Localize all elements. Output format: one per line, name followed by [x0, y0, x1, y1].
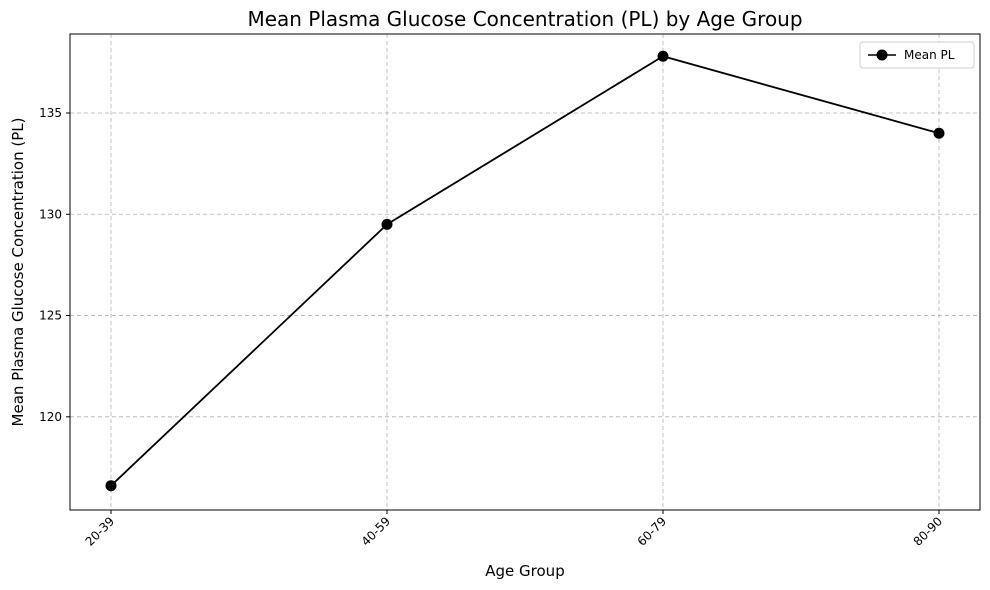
y-tick-label: 125 [39, 309, 62, 323]
data-point [657, 50, 669, 62]
x-axis-ticks: 20-39 40-59 60-79 80-90 [83, 510, 946, 549]
x-axis-label: Age Group [485, 562, 564, 580]
legend-entry-mean-pl: Mean PL [904, 48, 955, 62]
series-layer [105, 50, 945, 492]
data-point [381, 218, 393, 230]
y-axis-label: Mean Plasma Glucose Concentration (PL) [9, 118, 27, 427]
y-axis-ticks: 120 125 130 135 [39, 106, 70, 424]
chart-title: Mean Plasma Glucose Concentration (PL) b… [247, 7, 802, 31]
x-tick-label: 20-39 [83, 514, 118, 549]
y-tick-label: 130 [39, 207, 62, 221]
x-tick-label: 60-79 [635, 514, 670, 549]
grid [70, 34, 980, 510]
x-tick-label: 80-90 [911, 514, 946, 549]
y-tick-label: 135 [39, 106, 62, 120]
data-point [105, 480, 117, 492]
x-tick-label: 40-59 [359, 514, 394, 549]
series-line [110, 55, 940, 487]
y-tick-label: 120 [39, 410, 62, 424]
legend-box [859, 41, 975, 69]
legend: Mean PL [859, 41, 975, 69]
legend-marker [876, 49, 888, 61]
data-point [933, 127, 945, 139]
plot-frame [69, 33, 981, 511]
